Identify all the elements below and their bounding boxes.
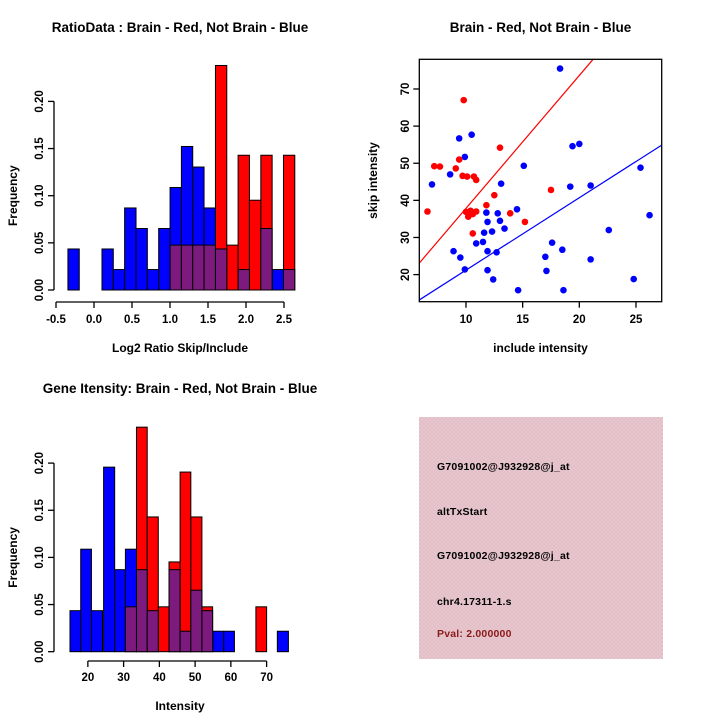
svg-text:40: 40 bbox=[153, 672, 166, 684]
svg-text:1.5: 1.5 bbox=[200, 314, 217, 326]
svg-text:0.05: 0.05 bbox=[34, 593, 46, 616]
svg-text:Gene Itensity: Brain - Red, No: Gene Itensity: Brain - Red, Not Brain - … bbox=[43, 381, 318, 396]
svg-text:Frequency: Frequency bbox=[6, 165, 20, 226]
svg-text:0.5: 0.5 bbox=[124, 314, 141, 326]
svg-text:50: 50 bbox=[189, 672, 202, 684]
chromosome-location-text: chr4.17311-1.s bbox=[437, 596, 512, 608]
svg-text:10: 10 bbox=[460, 314, 473, 326]
svg-text:30: 30 bbox=[400, 231, 412, 244]
svg-text:0.20: 0.20 bbox=[34, 90, 46, 112]
svg-text:15: 15 bbox=[516, 314, 529, 326]
svg-text:include intensity: include intensity bbox=[493, 341, 588, 355]
svg-text:70: 70 bbox=[400, 83, 412, 96]
svg-text:Intensity: Intensity bbox=[155, 699, 205, 713]
ratio-histogram-panel: 0.00 0.05 0.10 0.15 0.20 -0.5 0.0 0.5 1.0 1.5 2.0 2… bbox=[6, 20, 309, 355]
svg-text:2.0: 2.0 bbox=[238, 314, 254, 326]
svg-text:0.20: 0.20 bbox=[34, 452, 46, 474]
pval-text: Pval: 2.000000 bbox=[437, 628, 512, 640]
svg-text:0.00: 0.00 bbox=[34, 279, 46, 301]
probe-id-repeat-text: G7091002@J932928@j_at bbox=[437, 550, 570, 562]
svg-text:skip intensity: skip intensity bbox=[366, 142, 380, 219]
svg-text:60: 60 bbox=[400, 120, 412, 133]
skip-include-scatter-panel: 10 15 20 25 20 30 40 50 60 70 Brain - Red, Not Bra… bbox=[366, 20, 663, 355]
svg-text:-0.5: -0.5 bbox=[46, 314, 66, 326]
info-panel: G7091002@J932928@j_at altTxStart G709100… bbox=[419, 417, 663, 659]
svg-text:70: 70 bbox=[260, 672, 273, 684]
svg-text:Frequency: Frequency bbox=[6, 527, 20, 588]
svg-text:20: 20 bbox=[400, 268, 412, 281]
svg-text:60: 60 bbox=[224, 672, 237, 684]
svg-text:40: 40 bbox=[400, 194, 412, 207]
svg-text:0.00: 0.00 bbox=[34, 641, 46, 663]
svg-text:30: 30 bbox=[117, 672, 130, 684]
svg-text:0.0: 0.0 bbox=[86, 314, 102, 326]
svg-text:0.15: 0.15 bbox=[34, 498, 46, 521]
probe-id-text: G7091002@J932928@j_at bbox=[437, 461, 570, 473]
svg-text:2.5: 2.5 bbox=[276, 314, 293, 326]
svg-text:20: 20 bbox=[573, 314, 586, 326]
svg-text:50: 50 bbox=[400, 157, 412, 170]
gene-intensity-histogram-panel: 0.00 0.05 0.10 0.15 0.20 20 30 40 50 60 70 Gene Ite… bbox=[6, 381, 318, 713]
svg-text:0.10: 0.10 bbox=[34, 185, 46, 207]
svg-text:20: 20 bbox=[81, 672, 94, 684]
svg-text:RatioData : Brain - Red, Not B: RatioData : Brain - Red, Not Brain - Blu… bbox=[52, 20, 309, 35]
svg-text:1.0: 1.0 bbox=[162, 314, 178, 326]
event-type-text: altTxStart bbox=[437, 506, 488, 518]
svg-text:Log2 Ratio Skip/Include: Log2 Ratio Skip/Include bbox=[112, 341, 248, 355]
svg-text:25: 25 bbox=[630, 314, 643, 326]
svg-text:0.05: 0.05 bbox=[34, 231, 46, 254]
svg-text:Brain - Red, Not Brain - Blue: Brain - Red, Not Brain - Blue bbox=[450, 20, 632, 35]
svg-text:0.10: 0.10 bbox=[34, 546, 46, 568]
svg-text:0.15: 0.15 bbox=[34, 137, 46, 160]
